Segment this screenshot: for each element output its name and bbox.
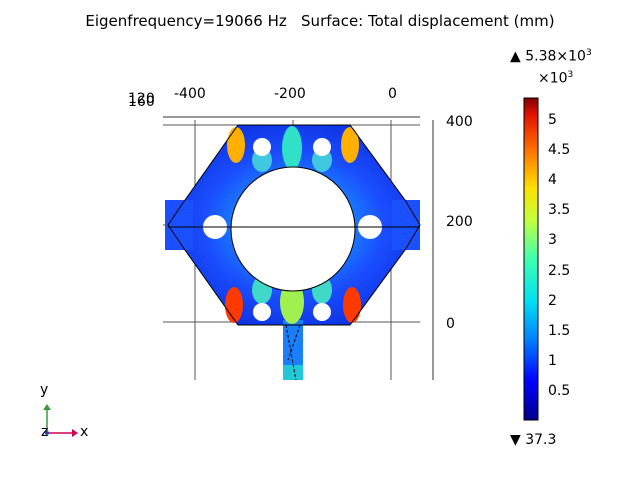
colorbar-max-label: ▲ 5.38×103	[510, 48, 592, 65]
y-tick-0: 0	[446, 316, 455, 332]
max-triangle-icon: ▲	[510, 48, 521, 65]
colorbar-multiplier: ×103	[538, 70, 573, 87]
min-triangle-icon: ▼	[510, 432, 521, 448]
colorbar-gradient	[523, 97, 539, 421]
triad-z-label: z	[41, 424, 49, 440]
colorbar-multiplier-base: ×10	[538, 70, 568, 87]
colorbar-tick: 3.5	[548, 202, 571, 219]
x-tick-neg200: -200	[274, 86, 306, 102]
x-tick-neg400: -400	[174, 86, 206, 102]
y-tick-400: 400	[446, 114, 473, 130]
colorbar-tick: 0.5	[548, 383, 571, 400]
overlapped-tick-b: 160	[128, 94, 155, 110]
colorbar-tick: 1	[548, 352, 557, 369]
colorbar-tick: 3	[548, 232, 557, 249]
displacement-surface	[165, 124, 421, 381]
colorbar-tick: 5	[548, 111, 557, 128]
axis-triad	[43, 404, 78, 437]
colorbar-max-value: 5.38×10	[525, 48, 586, 65]
colorbar-min-value: 37.3	[525, 432, 557, 448]
colorbar-tick: 1.5	[548, 322, 571, 339]
colorbar-tick: 4.5	[548, 142, 571, 159]
colorbar-min-label: ▼ 37.3	[510, 432, 556, 448]
axis-frame	[163, 116, 434, 380]
overlapped-tick-a: 120	[128, 91, 155, 107]
triad-x-label: x	[80, 424, 89, 440]
triad-y-label: y	[40, 382, 49, 398]
colorbar-tick: 4	[548, 172, 557, 189]
colorbar-multiplier-exponent: 3	[567, 70, 574, 80]
y-tick-200: 200	[446, 214, 473, 230]
colorbar-max-exponent: 3	[585, 48, 592, 58]
colorbar-tick: 2	[548, 292, 557, 309]
colorbar-tick: 2.5	[548, 262, 571, 279]
x-tick-0: 0	[388, 86, 397, 102]
plot-title: Eigenfrequency=19066 Hz Surface: Total d…	[85, 12, 555, 30]
